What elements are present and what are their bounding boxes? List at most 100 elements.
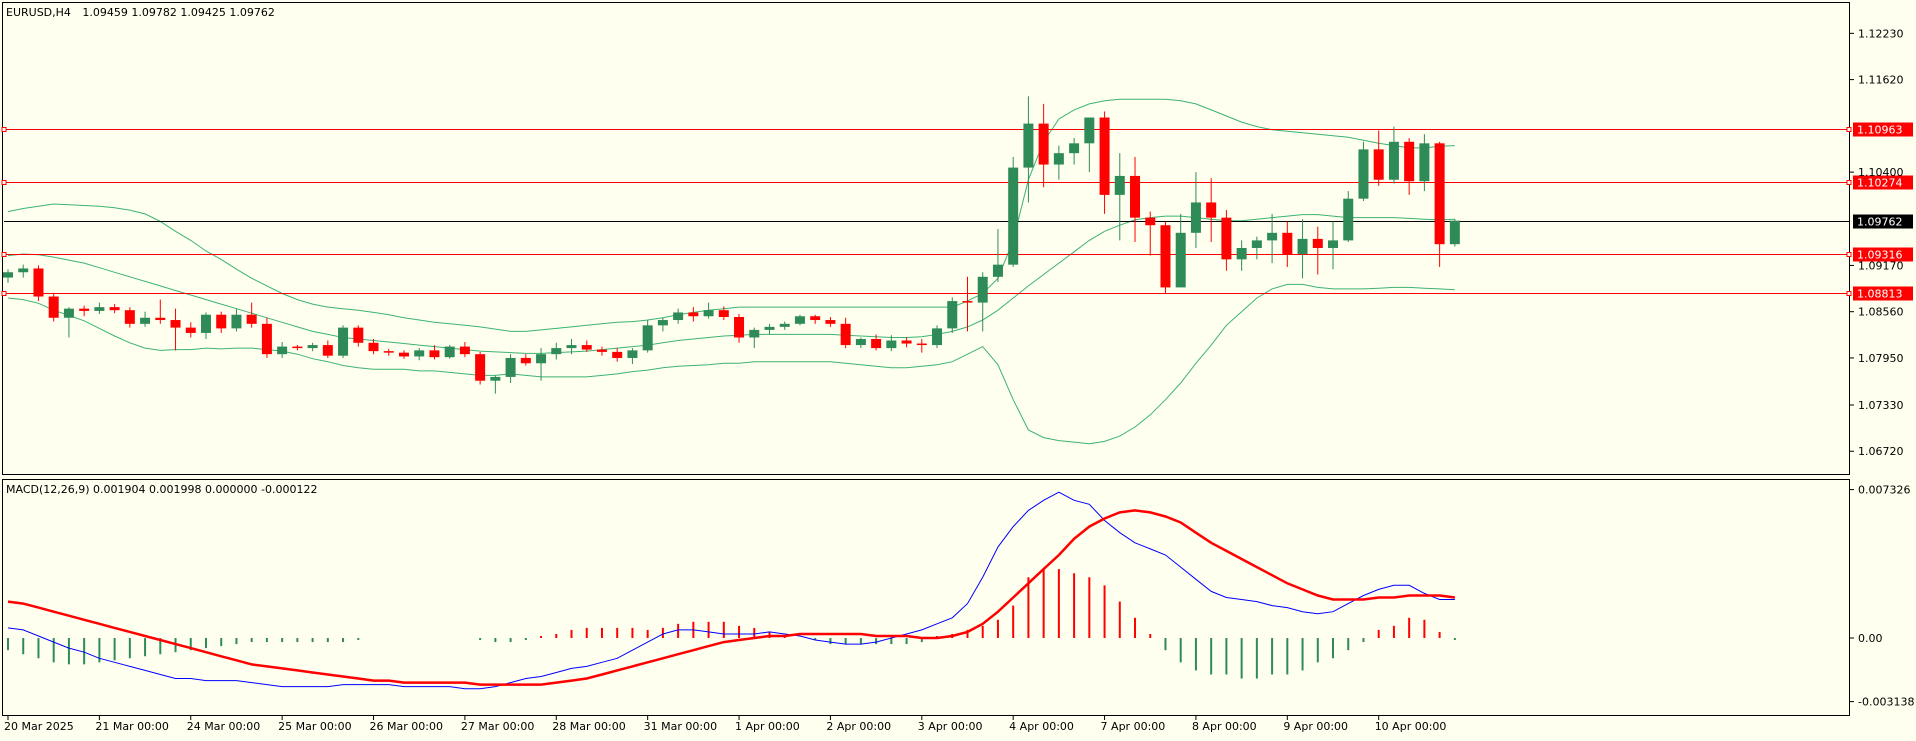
time-axis-label: 26 Mar 00:00 [370, 720, 443, 733]
candle [48, 292, 59, 322]
candle [170, 308, 181, 351]
candle [840, 317, 851, 349]
macd-axis-label: 0.00 [1858, 632, 1883, 645]
candle-body [612, 351, 623, 358]
candle [703, 302, 714, 319]
candle [1145, 211, 1156, 256]
time-axis-label: 4 Apr 00:00 [1009, 720, 1074, 733]
time-axis-label: 25 Mar 00:00 [278, 720, 351, 733]
candle-body [505, 357, 516, 377]
candle-body [1282, 232, 1293, 255]
candle-body [581, 345, 592, 350]
candle-body [1358, 149, 1369, 199]
candle [1114, 153, 1125, 241]
level-handle-left[interactable] [1, 291, 7, 296]
candle-body [810, 316, 821, 321]
candle [1434, 141, 1445, 267]
candle-body [718, 310, 729, 317]
candle [1419, 134, 1430, 192]
level-handle-left[interactable] [1, 252, 7, 257]
candle [1175, 213, 1186, 288]
candle [794, 314, 805, 326]
price-axis-label: 1.09170 [1858, 259, 1904, 272]
candle-body [1267, 232, 1278, 241]
level-handle-left[interactable] [1, 127, 7, 132]
candle-body [200, 314, 211, 333]
current-price-label: 1.09762 [1857, 216, 1903, 229]
candle [1008, 156, 1019, 267]
candle [1069, 138, 1080, 165]
candle [429, 345, 440, 360]
candle-body [855, 338, 866, 346]
price-axis-label: 1.11620 [1858, 74, 1904, 87]
level-handle-right[interactable] [1846, 180, 1852, 185]
candle-body [1434, 143, 1445, 245]
level-price-label: 1.08813 [1857, 288, 1903, 301]
candle [962, 276, 973, 332]
candle-body [871, 338, 882, 349]
candle [1267, 213, 1278, 264]
candle-body [825, 320, 836, 324]
candle [383, 348, 394, 356]
level-handle-left[interactable] [1, 180, 7, 185]
candle-body [1023, 123, 1034, 168]
candle-body [1404, 141, 1415, 182]
candle-body [1328, 240, 1339, 248]
candle-body [703, 310, 714, 317]
candle-body [261, 323, 272, 355]
candle [1130, 156, 1141, 242]
candle-body [48, 296, 59, 318]
candle-body [216, 314, 227, 329]
level-handle-right[interactable] [1846, 291, 1852, 296]
candle [414, 348, 425, 361]
candle [642, 320, 653, 353]
candle-body [33, 268, 44, 297]
candle [596, 346, 607, 356]
candle [627, 348, 638, 365]
candle-body [79, 308, 90, 311]
candle-body [109, 307, 120, 311]
candle [947, 297, 958, 333]
candle-body [170, 320, 181, 328]
time-axis-label: 3 Apr 00:00 [918, 720, 983, 733]
candle-body [475, 354, 486, 381]
candle-body [1053, 153, 1064, 165]
time-axis-label: 24 Mar 00:00 [187, 720, 260, 733]
candle-body [1297, 238, 1308, 255]
level-handle-right[interactable] [1846, 252, 1852, 257]
candle-body [185, 327, 196, 333]
candle-body [1175, 232, 1186, 288]
level-handle-right[interactable] [1846, 127, 1852, 132]
candle [1023, 96, 1034, 203]
candle [1404, 138, 1415, 195]
candle [901, 337, 912, 348]
candle [688, 307, 699, 322]
candle [1160, 221, 1171, 294]
symbol-header: EURUSD,H4 1.09459 1.09782 1.09425 1.0976… [6, 6, 275, 19]
macd-axis: 0.007326 0.00 -0.003138 [1850, 484, 1914, 709]
time-axis-label: 21 Mar 00:00 [95, 720, 168, 733]
horizontal-levels[interactable]: 1.10963 1.10274 1.09316 1.08813 [1, 122, 1913, 301]
candle-body [155, 317, 166, 321]
candle-body [444, 346, 455, 358]
candle-body [764, 326, 775, 330]
candle-body [932, 328, 943, 346]
candle [1084, 117, 1095, 173]
candle-body [277, 346, 288, 355]
candle [764, 323, 775, 335]
candle [718, 306, 729, 321]
candle-body [779, 323, 790, 327]
candle-body [657, 320, 668, 326]
candle [1251, 236, 1262, 260]
candle [581, 340, 592, 352]
candle-body [749, 329, 760, 338]
price-axis-label: 1.12230 [1858, 27, 1904, 40]
candle [1053, 145, 1064, 180]
candle-body [673, 312, 684, 321]
candle-body [368, 342, 379, 352]
price-axis: 1.12230 1.11620 1.10400 1.09170 1.08560 1.079… [1850, 27, 1904, 458]
price-panel-frame [2, 2, 1850, 475]
time-axis-label: 28 Mar 00:00 [552, 720, 625, 733]
